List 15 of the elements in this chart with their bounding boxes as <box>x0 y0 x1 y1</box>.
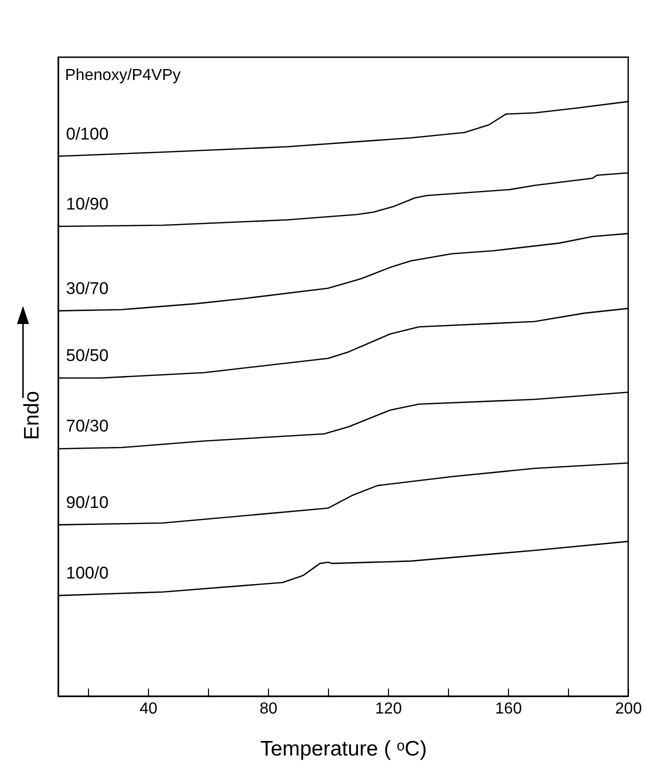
x-tick-label: 40 <box>140 700 158 718</box>
series-label: 50/50 <box>66 346 109 365</box>
series-label: 70/30 <box>66 416 109 436</box>
series-label: 0/100 <box>66 124 109 144</box>
x-axis-title: Temperature ( ᵒC) <box>260 738 427 760</box>
series-label: 90/10 <box>66 492 109 512</box>
series-label: 10/90 <box>66 194 109 214</box>
series-label: 30/70 <box>66 278 109 298</box>
y-axis-title: Endo <box>20 390 44 440</box>
x-tick-label: 80 <box>260 700 278 718</box>
series-label: 100/0 <box>66 564 109 583</box>
x-tick-label: 160 <box>495 700 522 718</box>
text: Phenoxy/P4VPy <box>65 67 181 84</box>
x-tick-label: 200 <box>615 700 642 718</box>
x-tick-label: 120 <box>375 700 402 718</box>
